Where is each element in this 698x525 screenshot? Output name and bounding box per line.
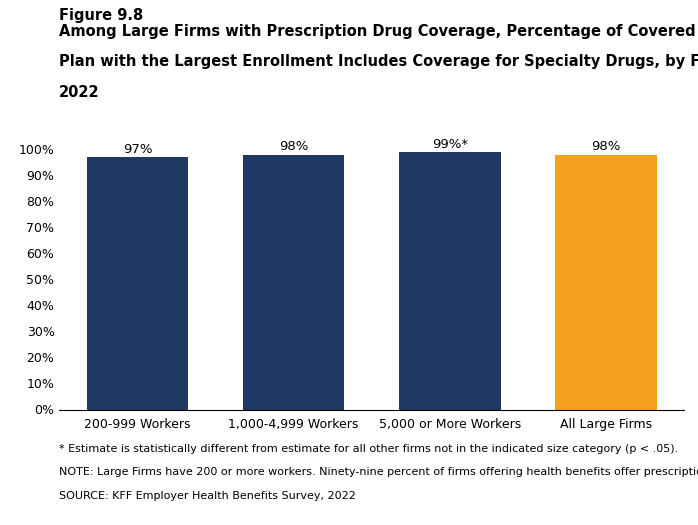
Text: * Estimate is statistically different from estimate for all other firms not in t: * Estimate is statistically different fr… [59,444,678,454]
Text: Figure 9.8: Figure 9.8 [59,8,144,23]
Text: Plan with the Largest Enrollment Includes Coverage for Specialty Drugs, by Firm : Plan with the Largest Enrollment Include… [59,54,698,69]
Text: 97%: 97% [123,143,152,156]
Text: 99%*: 99%* [431,138,468,151]
Bar [243,155,344,410]
Bar [87,158,188,410]
Text: 2022: 2022 [59,85,100,100]
Text: NOTE: Large Firms have 200 or more workers. Ninety-nine percent of firms offerin: NOTE: Large Firms have 200 or more worke… [59,467,698,477]
Text: 98%: 98% [591,140,621,153]
Text: Among Large Firms with Prescription Drug Coverage, Percentage of Covered Workers: Among Large Firms with Prescription Drug… [59,24,698,39]
Text: SOURCE: KFF Employer Health Benefits Survey, 2022: SOURCE: KFF Employer Health Benefits Sur… [59,491,356,501]
Text: 98%: 98% [279,140,309,153]
Bar [555,155,657,410]
Bar [399,152,500,410]
